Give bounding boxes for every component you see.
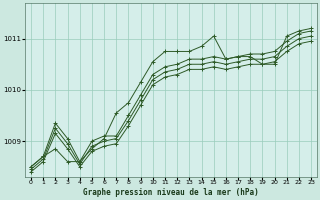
- X-axis label: Graphe pression niveau de la mer (hPa): Graphe pression niveau de la mer (hPa): [83, 188, 259, 197]
